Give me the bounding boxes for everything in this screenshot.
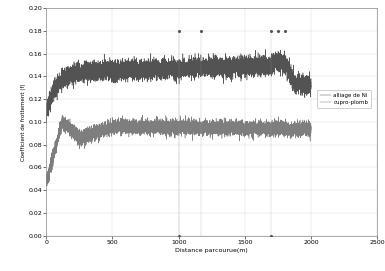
Point (268, 234, 275, 238)
cupro-plomb (309, 128, 313, 132)
Point (268, 29, 275, 33)
cupro-plomb (96, 137, 100, 140)
cupro-plomb (45, 178, 50, 181)
cupro-plomb (44, 185, 49, 188)
Point (198, 29, 204, 33)
alliage de Ni (96, 68, 100, 72)
Line: cupro-plomb: cupro-plomb (46, 115, 311, 186)
Point (176, 234, 182, 238)
alliage de Ni (173, 65, 178, 69)
alliage de Ni (60, 72, 64, 75)
alliage de Ni (263, 48, 268, 51)
cupro-plomb (55, 139, 59, 143)
alliage de Ni (295, 79, 300, 82)
cupro-plomb (173, 116, 178, 119)
alliage de Ni (309, 78, 313, 81)
Line: alliage de Ni: alliage de Ni (46, 49, 311, 123)
X-axis label: Distance parcourue(m): Distance parcourue(m) (176, 248, 248, 253)
Point (176, 29, 182, 33)
Point (281, 29, 288, 33)
alliage de Ni (45, 111, 50, 114)
alliage de Ni (55, 85, 60, 88)
Point (275, 29, 281, 33)
cupro-plomb (140, 113, 145, 117)
alliage de Ni (44, 109, 49, 112)
Legend: alliage de Ni, cupro-plomb: alliage de Ni, cupro-plomb (317, 90, 371, 108)
alliage de Ni (44, 121, 49, 125)
cupro-plomb (295, 125, 300, 128)
cupro-plomb (60, 119, 64, 122)
Y-axis label: Coefficient de frottement (f): Coefficient de frottement (f) (20, 83, 25, 161)
